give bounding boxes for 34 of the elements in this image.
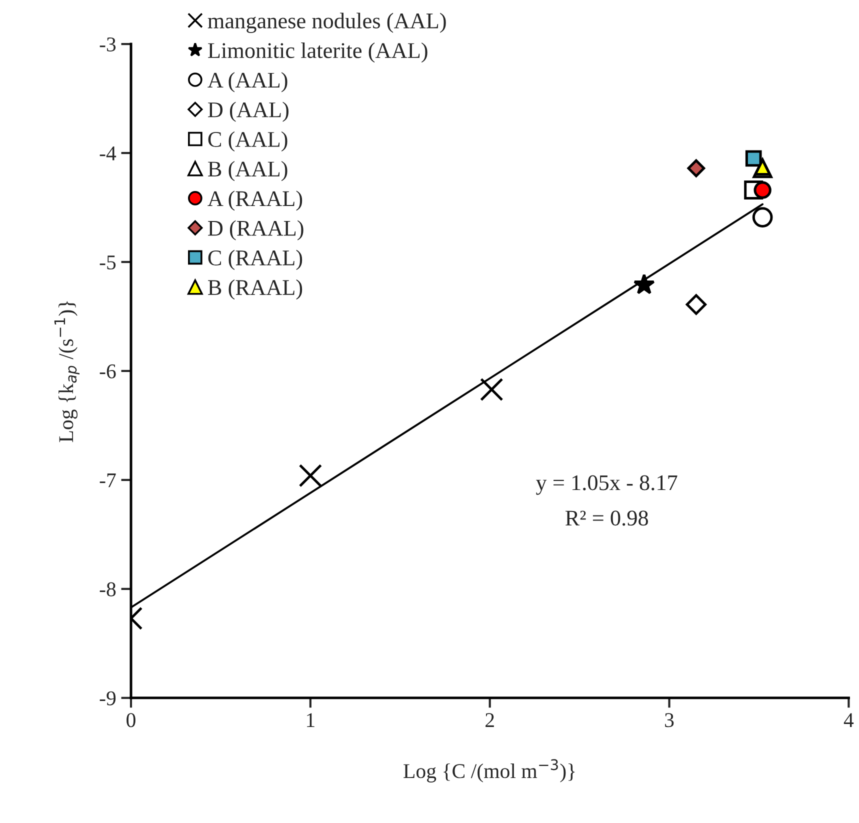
x-tick-label: 2 xyxy=(486,713,494,727)
point xyxy=(687,159,706,178)
legend-label: manganese nodules (AAL) xyxy=(208,12,446,33)
point xyxy=(745,150,762,167)
y-tick-label: -6 xyxy=(100,364,116,378)
annotation: R² = 0.98 xyxy=(565,510,648,526)
legend-label: A (RAAL) xyxy=(208,190,302,211)
y-axis-title: Log {k$_{ap}$ /(s$^{−1}$)} xyxy=(54,301,80,442)
legend-label: D (AAL) xyxy=(208,102,288,122)
legend-label: B (AAL) xyxy=(208,160,288,182)
x-tick-label: 3 xyxy=(665,713,674,728)
x-tick-label: 0 xyxy=(126,713,136,728)
y-tick-label: -9 xyxy=(100,691,116,706)
point xyxy=(633,274,655,294)
annotation: y = 1.05x - 8.17 xyxy=(536,475,678,495)
y-tick-label: -8 xyxy=(100,582,116,596)
legend-label: C (RAAL) xyxy=(208,250,302,270)
legend-label: Limonitic laterite (AAL) xyxy=(208,42,428,63)
legend-label: B (RAAL) xyxy=(208,279,302,300)
y-tick-label: -3 xyxy=(100,37,116,52)
point xyxy=(480,378,504,402)
x-tick-label: 1 xyxy=(307,713,314,727)
x-axis-title: Log {C /(mol m$^{−3}$)} xyxy=(404,759,575,782)
legend-label: C (AAL) xyxy=(208,131,288,152)
point xyxy=(686,294,707,315)
x-tick-label: 4 xyxy=(844,713,854,727)
y-tick-label: -4 xyxy=(100,146,116,160)
y-tick-label: -5 xyxy=(100,256,116,270)
point xyxy=(298,464,322,488)
legend-label: D (RAAL) xyxy=(208,220,304,240)
y-tick-label: -7 xyxy=(100,474,116,488)
point xyxy=(752,207,773,228)
legend-label: A (AAL) xyxy=(208,72,288,92)
point xyxy=(754,181,772,199)
